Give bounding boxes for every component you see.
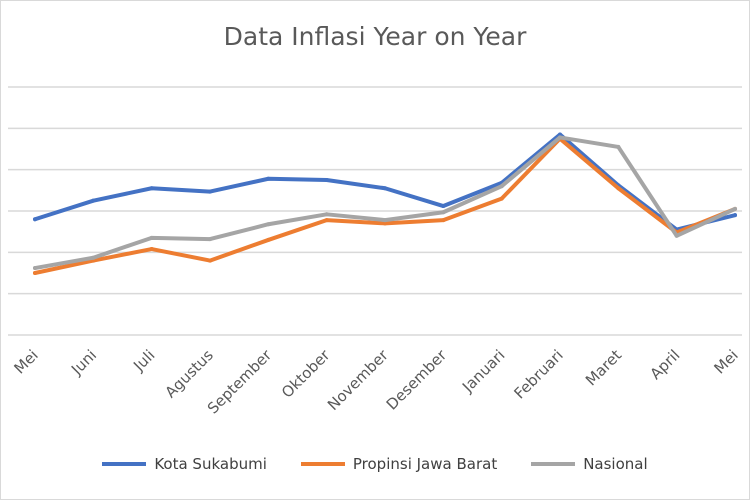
x-tick-label: Juni <box>67 346 100 379</box>
data-point <box>324 218 329 223</box>
legend-label: Kota Sukabumi <box>154 455 267 473</box>
x-tick-label: November <box>324 346 392 414</box>
data-point <box>499 196 504 201</box>
x-tick-label: September <box>204 346 276 418</box>
legend-item: Nasional <box>531 455 648 473</box>
legend-item: Propinsi Jawa Barat <box>300 455 498 473</box>
data-point <box>441 204 446 209</box>
data-point <box>33 217 37 222</box>
data-point <box>91 255 96 260</box>
data-point <box>733 206 737 211</box>
data-point <box>324 178 329 182</box>
x-tick-label: April <box>647 346 684 383</box>
data-point <box>383 221 387 226</box>
data-point <box>499 184 504 189</box>
x-tick-label: Mei <box>10 346 41 377</box>
data-point <box>324 212 329 217</box>
x-tick-label: Januari <box>458 346 508 396</box>
series-line-1 <box>33 132 737 232</box>
data-point <box>674 233 679 238</box>
data-point <box>558 135 562 140</box>
legend-label: Nasional <box>583 455 648 473</box>
data-point <box>266 237 271 242</box>
data-point <box>441 218 446 223</box>
data-point <box>266 176 271 181</box>
chart-legend: Kota Sukabumi Propinsi Jawa Barat Nasional <box>0 455 750 473</box>
data-point <box>383 186 387 191</box>
x-tick-label: Oktober <box>278 346 334 402</box>
data-point <box>616 186 621 191</box>
chart-title: Data Inflasi Year on Year <box>223 22 527 51</box>
x-tick-label: Maret <box>582 346 625 389</box>
data-point <box>149 247 154 252</box>
legend-swatch <box>531 462 576 466</box>
data-point <box>91 198 96 203</box>
legend-item: Kota Sukabumi <box>102 455 267 473</box>
data-point <box>149 186 154 191</box>
legend-swatch <box>300 462 345 466</box>
x-tick-label: Mei <box>710 346 741 377</box>
data-point <box>208 237 212 242</box>
x-tick-label: Desember <box>383 346 451 414</box>
data-point <box>208 189 212 194</box>
series-line-3 <box>33 135 737 271</box>
data-point <box>558 132 562 137</box>
data-point <box>383 218 387 223</box>
legend-swatch <box>102 462 147 466</box>
data-point <box>208 258 212 263</box>
data-point <box>266 222 271 227</box>
data-point <box>441 210 446 215</box>
data-point <box>149 235 154 240</box>
x-tick-label: Februari <box>510 346 566 402</box>
data-point <box>616 144 621 149</box>
x-tick-label: Agustus <box>161 346 217 402</box>
legend-label: Propinsi Jawa Barat <box>352 455 498 473</box>
data-point <box>33 266 37 271</box>
data-point <box>733 213 737 218</box>
x-tick-label: Juli <box>129 346 158 375</box>
data-point <box>33 271 37 275</box>
